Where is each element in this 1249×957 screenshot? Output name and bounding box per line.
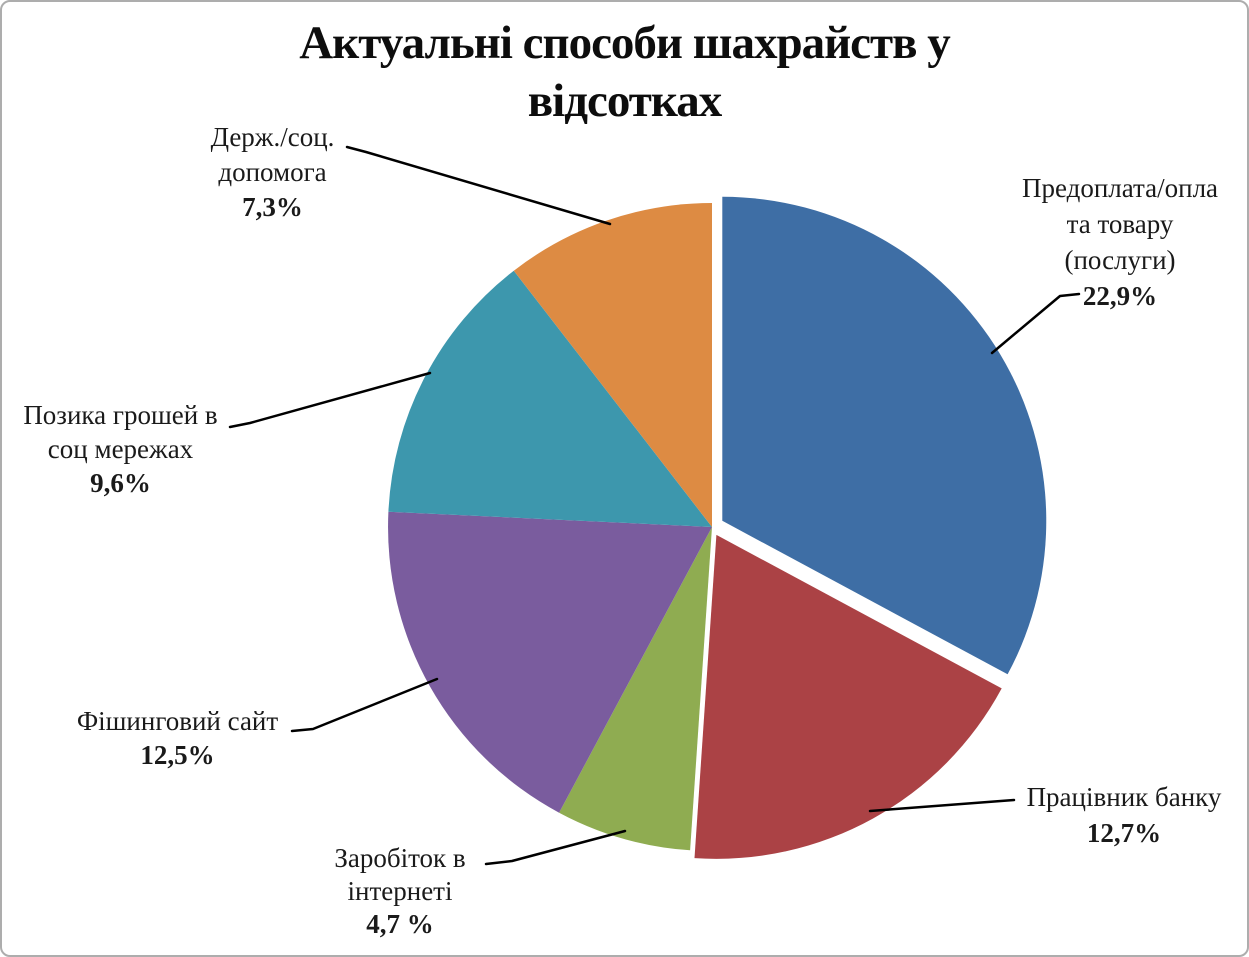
chart-title-line: Актуальні способи шахрайств у: [299, 17, 951, 69]
slice-label-prepayment: Предоплата/опла та товару (послуги) 22,9…: [985, 170, 1249, 314]
slice-value: 4,7 %: [366, 909, 434, 939]
slice-label-bank-worker: Працівник банку 12,7%: [1003, 779, 1245, 851]
pie-slice-prepayment: [722, 196, 1047, 675]
slice-label-text: Держ./соц.: [210, 122, 335, 152]
chart-title: Актуальні способи шахрайств у відсотках: [0, 14, 1249, 130]
pie-slice-bank-worker: [694, 534, 1002, 859]
pie-slice-phishing-site: [388, 511, 712, 813]
slice-value: 12,5%: [140, 740, 215, 770]
slice-value: 7,3%: [242, 192, 303, 222]
slice-value: 12,7%: [1086, 818, 1162, 848]
pie-slice-social-loan: [388, 270, 712, 527]
slice-label-text: допомога: [218, 157, 327, 187]
slice-label-text: інтернеті: [347, 876, 453, 906]
leader-line-prepayment: [990, 292, 1081, 355]
slice-label-social-loan: Позика грошей в соц мережах 9,6%: [8, 398, 233, 500]
slice-label-text: Предоплата/опла: [1021, 173, 1219, 203]
pie-slice-internet-earnings: [559, 527, 712, 851]
slice-label-state-aid: Держ./соц. допомога 7,3%: [195, 120, 350, 225]
slice-label-text: Позика грошей в: [23, 400, 218, 430]
slice-label-text: Заробіток в: [334, 843, 466, 873]
chart-title-line: відсотках: [527, 75, 722, 127]
slice-label-text: та товару: [1066, 209, 1174, 239]
pie-slice-state-aid: [513, 203, 712, 527]
leader-line-phishing-site: [290, 677, 439, 733]
slice-value: 9,6%: [90, 468, 151, 498]
leader-line-internet-earnings: [484, 829, 627, 866]
leader-line-social-loan: [228, 371, 432, 429]
slice-label-phishing-site: Фішинговий сайт 12,5%: [45, 704, 310, 772]
slice-label-text: Фішинговий сайт: [76, 706, 279, 736]
slice-label-internet-earnings: Заробіток в інтернеті 4,7 %: [290, 842, 510, 941]
slice-value: 22,9%: [1082, 281, 1158, 311]
leader-line-state-aid: [345, 145, 612, 226]
slice-label-text: (послуги): [1064, 245, 1176, 275]
slice-label-text: соц мережах: [47, 434, 194, 464]
leader-line-bank-worker: [868, 798, 1016, 813]
slice-label-text: Працівник банку: [1026, 782, 1222, 812]
